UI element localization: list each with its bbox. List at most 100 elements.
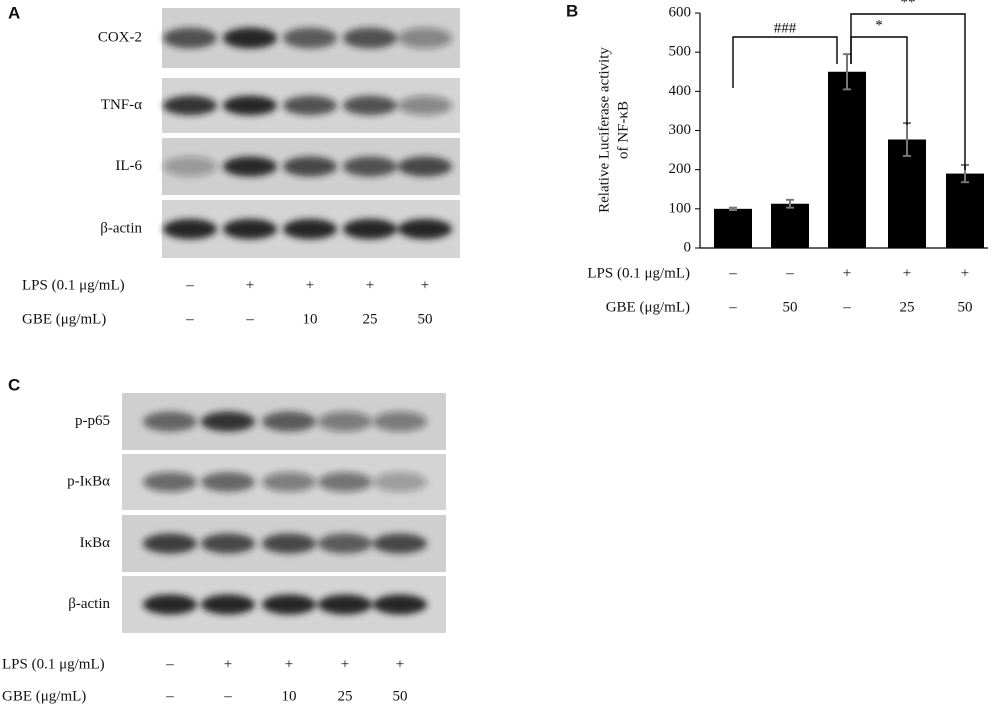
band [343,27,397,49]
condition-value: + [366,277,374,293]
bands [163,218,452,240]
condition-value: – [185,277,194,293]
band [163,218,217,240]
panel-letter: C [8,375,20,394]
condition-value: – [842,299,851,315]
significance-bracket [732,36,838,88]
bands [143,472,427,492]
condition-value: + [421,277,429,293]
band [373,411,427,432]
y-axis-label: Relative Luciferase activity [596,47,612,213]
condition-value: 50 [393,688,408,704]
band [262,411,316,432]
band [143,594,197,615]
band [143,411,197,432]
band [283,95,337,116]
y-tick-label: 300 [669,122,692,138]
band [223,218,277,240]
band [343,95,397,116]
condition-value: + [306,277,314,293]
condition-value: 50 [958,299,973,315]
bar [888,139,926,248]
bands [143,533,427,554]
condition-value: + [285,656,293,672]
y-tick-label: 100 [669,200,692,216]
band [373,472,427,492]
condition-value: – [223,688,232,704]
bands [143,594,427,615]
band [163,95,217,116]
y-tick-label: 500 [669,44,692,60]
condition-value: + [341,656,349,672]
bar [946,173,984,248]
significance-label: ### [774,20,797,36]
row-label: p-IκBα [67,473,110,489]
bands [143,411,427,432]
condition-value: + [961,265,969,281]
row-label: IκBα [80,535,111,551]
band [262,533,316,554]
band [262,472,316,492]
band [318,472,372,492]
band [398,218,452,240]
condition-label: LPS (0.1 μg/mL) [587,265,690,281]
row-label: β-actin [100,220,142,236]
condition-value: 50 [418,311,433,327]
y-tick-label: 400 [669,83,692,99]
band [201,411,255,432]
band [143,533,197,554]
band [201,533,255,554]
condition-label: GBE (μg/mL) [2,688,86,704]
y-tick-label: 600 [669,4,692,20]
row-label: p-p65 [75,413,110,429]
condition-label: GBE (μg/mL) [22,311,106,327]
condition-value: + [396,656,404,672]
band [143,472,197,492]
band [163,156,217,177]
condition-value: 10 [303,311,318,327]
significance-bracket [850,13,966,170]
condition-value: 10 [282,688,297,704]
condition-label: LPS (0.1 μg/mL) [22,277,125,293]
condition-label: GBE (μg/mL) [606,299,690,315]
band [398,156,452,177]
condition-value: – [185,311,194,327]
band [223,156,277,177]
condition-label: LPS (0.1 μg/mL) [2,656,105,672]
band [283,156,337,177]
condition-value: – [785,265,794,281]
band [318,594,372,615]
band [373,594,427,615]
bands [163,95,452,116]
bar [828,71,866,248]
condition-value: – [728,299,737,315]
band [318,533,372,554]
condition-value: + [903,265,911,281]
band [262,594,316,615]
band [163,27,217,49]
y-tick-label: 200 [669,161,692,177]
condition-value: – [728,265,737,281]
band [343,156,397,177]
significance-label: * [875,17,883,33]
band [398,95,452,116]
bands [163,27,452,49]
bar [771,203,809,248]
panel-letter: B [566,1,578,20]
y-axis-label: of NF-κB [615,101,631,159]
bands [163,156,452,177]
significance-label: ** [901,0,916,10]
bar [714,208,752,248]
band [223,27,277,49]
condition-value: – [165,656,174,672]
band [223,95,277,116]
condition-value: 50 [783,299,798,315]
condition-value: 25 [363,311,378,327]
y-tick-label: 0 [684,239,692,255]
condition-value: 25 [338,688,353,704]
condition-value: – [245,311,254,327]
band [201,594,255,615]
band [318,411,372,432]
row-label: COX-2 [98,29,142,45]
